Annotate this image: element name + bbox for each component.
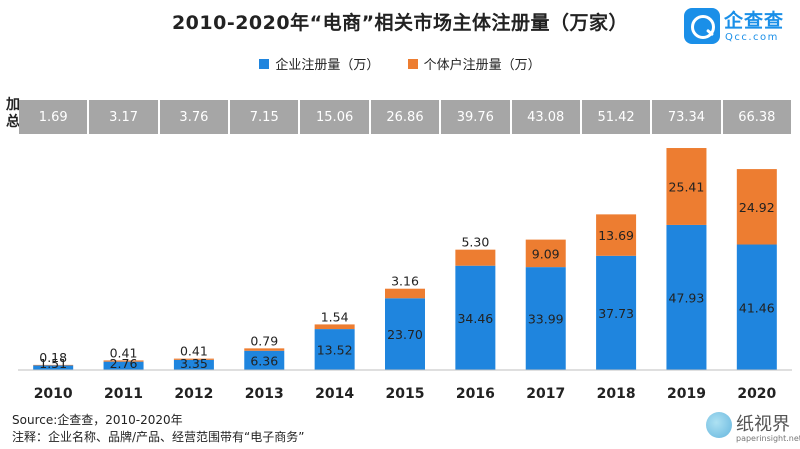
total-cell-2019: 73.34 — [652, 100, 721, 134]
bar-individual-2019 — [666, 148, 707, 225]
bar-enterprise-2020 — [736, 244, 777, 370]
legend-swatch-enterprise — [259, 59, 270, 69]
label-individual-2018: 13.69 — [598, 228, 634, 243]
total-cell-2018: 51.42 — [581, 100, 651, 134]
bar-individual-2014 — [314, 324, 355, 330]
label-enterprise-2010: 1.51 — [39, 356, 67, 371]
watermark-icon — [706, 412, 732, 438]
label-enterprise-2020: 41.46 — [739, 300, 775, 315]
bar-individual-2012 — [173, 358, 214, 360]
bar-enterprise-2015 — [385, 298, 425, 370]
label-individual-2019: 25.41 — [669, 179, 705, 194]
bar-enterprise-2013 — [244, 350, 285, 370]
source-text: Source:企查查，2010-2020年 — [12, 413, 183, 427]
x-tick-2018: 2018 — [597, 386, 636, 402]
bar-individual-2020 — [736, 169, 777, 245]
x-tick-2015: 2015 — [386, 386, 425, 402]
bar-individual-2017 — [525, 239, 566, 268]
legend-label-individual: 个体户注册量（万） — [423, 58, 541, 73]
magnifier-icon — [684, 8, 720, 44]
label-individual-2013: 0.79 — [250, 333, 278, 348]
label-enterprise-2018: 37.73 — [598, 306, 634, 321]
totals-row-label: 加总 — [6, 97, 20, 131]
label-enterprise-2019: 47.93 — [669, 290, 705, 305]
total-cell-2013: 7.15 — [230, 100, 299, 134]
x-tick-2014: 2014 — [315, 386, 354, 402]
label-individual-2020: 24.92 — [739, 200, 775, 215]
watermark-name: 纸视界 — [736, 414, 790, 435]
x-tick-2012: 2012 — [174, 386, 213, 402]
label-enterprise-2011: 2.76 — [110, 356, 138, 371]
label-individual-2016: 5.30 — [461, 235, 489, 250]
total-cell-2016: 39.76 — [441, 100, 510, 134]
total-cell-2017: 43.08 — [511, 100, 580, 134]
label-enterprise-2017: 33.99 — [528, 312, 564, 327]
label-individual-2012: 0.41 — [180, 344, 208, 359]
bar-enterprise-2018 — [596, 255, 637, 370]
bar-enterprise-2016 — [455, 265, 496, 370]
total-cell-2020: 66.38 — [722, 100, 791, 134]
x-tick-2019: 2019 — [667, 386, 706, 402]
legend-item-individual: 个体户注册量（万） — [407, 54, 541, 73]
watermark-url: paperinsight.net — [736, 434, 800, 443]
label-enterprise-2012: 3.35 — [180, 356, 208, 371]
bar-enterprise-2010 — [33, 365, 74, 370]
bar-individual-2015 — [385, 288, 425, 299]
x-tick-2013: 2013 — [245, 386, 284, 402]
total-cell-2014: 15.06 — [300, 100, 369, 134]
bar-individual-2013 — [244, 348, 285, 351]
total-cell-2011: 3.17 — [89, 100, 158, 134]
total-cell-2010: 1.69 — [19, 100, 88, 134]
x-tick-2010: 2010 — [34, 386, 73, 402]
label-enterprise-2015: 23.70 — [387, 327, 423, 342]
label-enterprise-2013: 6.36 — [250, 353, 278, 368]
bar-enterprise-2012 — [173, 359, 214, 370]
label-individual-2015: 3.16 — [391, 274, 419, 289]
bar-individual-2011 — [103, 360, 144, 362]
total-cell-2012: 3.76 — [159, 100, 229, 134]
totals-label-text: 加总 — [6, 97, 20, 130]
bar-enterprise-2011 — [103, 361, 144, 370]
bar-enterprise-2017 — [525, 267, 566, 370]
bar-individual-2018 — [596, 214, 637, 256]
total-cell-2015: 26.86 — [370, 100, 440, 134]
label-individual-2011: 0.41 — [110, 345, 138, 360]
chart-legend: 企业注册量（万） 个体户注册量（万） — [0, 54, 800, 73]
paperinsight-watermark: 纸视界 paperinsight.net — [706, 410, 800, 446]
label-individual-2010: 0.18 — [39, 350, 67, 365]
x-tick-2017: 2017 — [526, 386, 565, 402]
bar-enterprise-2014 — [314, 329, 355, 370]
legend-item-enterprise: 企业注册量（万） — [259, 54, 379, 73]
label-enterprise-2014: 13.52 — [317, 343, 353, 358]
bar-individual-2010 — [33, 364, 74, 366]
x-tick-2011: 2011 — [104, 386, 143, 402]
x-tick-2016: 2016 — [456, 386, 495, 402]
legend-label-enterprise: 企业注册量（万） — [275, 58, 380, 73]
logo-url: Qcc.com — [725, 32, 779, 43]
label-individual-2014: 1.54 — [321, 309, 349, 324]
logo-name: 企查查 — [724, 10, 785, 32]
label-individual-2017: 9.09 — [532, 246, 560, 261]
note-text: 注释：企业名称、品牌/产品、经营范围带有“电子商务” — [12, 430, 305, 444]
chart-title: 2010-2020年“电商”相关市场主体注册量（万家） — [171, 12, 629, 34]
qcc-logo: 企查查 Qcc.com — [684, 4, 796, 48]
legend-swatch-individual — [407, 59, 418, 69]
label-enterprise-2016: 34.46 — [457, 311, 493, 326]
bar-enterprise-2019 — [666, 224, 707, 370]
x-tick-2020: 2020 — [737, 386, 776, 402]
bar-individual-2016 — [455, 249, 496, 266]
